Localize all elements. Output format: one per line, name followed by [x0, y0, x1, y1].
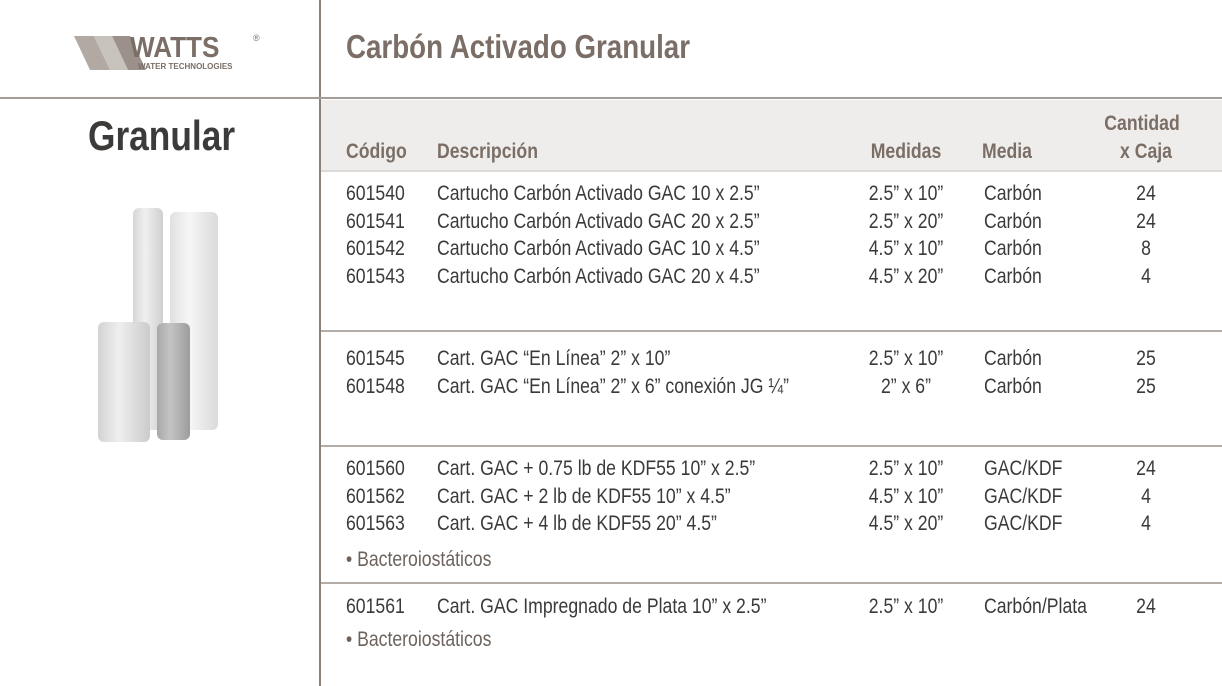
row-code: 601560: [346, 457, 405, 480]
row-media: Carbón: [984, 264, 1042, 288]
header-description: Descripción: [437, 140, 538, 163]
row-media: Carbón: [984, 237, 1042, 260]
row-media: GAC/KDF: [984, 484, 1063, 508]
product-image: [90, 200, 230, 450]
row-description: Cart. GAC Impregnado de Plata 10” x 2.5”: [437, 595, 767, 618]
row-qty: 24: [1136, 209, 1156, 233]
row-description: Cartucho Carbón Activado GAC 10 x 2.5”: [437, 182, 760, 205]
row-media: Carbón: [984, 347, 1042, 370]
table-header: [321, 100, 1222, 172]
row-code: 601562: [346, 484, 405, 508]
row-description: Cart. GAC “En Línea” 2” x 6” conexión JG…: [437, 374, 789, 398]
row-code: 601542: [346, 237, 405, 260]
horizontal-divider: [0, 97, 1222, 99]
row-size: 2” x 6”: [880, 374, 931, 398]
row-media: Carbón: [984, 374, 1042, 398]
row-size: 2.5” x 10”: [868, 182, 944, 205]
row-code: 601561: [346, 595, 405, 618]
header-qty-line2: x Caja: [1120, 140, 1172, 163]
row-code: 601545: [346, 347, 405, 370]
row-media: Carbón/Plata: [984, 595, 1087, 618]
row-description: Cartucho Carbón Activado GAC 20 x 2.5”: [437, 209, 760, 233]
row-qty: 25: [1136, 347, 1156, 370]
group-note: • Bacteroiostáticos: [346, 548, 492, 571]
row-size: 4.5” x 20”: [868, 264, 944, 288]
vertical-divider: [319, 0, 321, 686]
group-note: • Bacteroiostáticos: [346, 628, 492, 651]
row-description: Cart. GAC + 0.75 lb de KDF55 10” x 2.5”: [437, 457, 756, 480]
logo-tagline: WATER TECHNOLOGIES: [138, 62, 233, 71]
row-code: 601541: [346, 209, 405, 233]
logo-stripes-icon: [74, 36, 146, 70]
row-media: GAC/KDF: [984, 512, 1063, 535]
row-description: Cart. GAC “En Línea” 2” x 10”: [437, 347, 671, 370]
row-qty: 4: [1141, 484, 1151, 508]
row-qty: 24: [1136, 595, 1156, 618]
row-code: 601543: [346, 264, 405, 288]
row-code: 601548: [346, 374, 405, 398]
row-code: 601563: [346, 512, 405, 535]
group-separator: [321, 445, 1222, 447]
row-description: Cartucho Carbón Activado GAC 10 x 4.5”: [437, 237, 760, 260]
row-qty: 8: [1141, 237, 1151, 260]
header-qty-line1: Cantidad: [1104, 112, 1180, 135]
row-media: GAC/KDF: [984, 457, 1063, 480]
watts-logo: WATTS ® WATER TECHNOLOGIES: [72, 32, 262, 74]
row-qty: 24: [1136, 182, 1156, 205]
row-media: Carbón: [984, 209, 1042, 233]
row-media: Carbón: [984, 182, 1042, 205]
category-title: Granular: [88, 112, 236, 159]
row-size: 4.5” x 10”: [868, 484, 944, 508]
row-qty: 4: [1141, 512, 1151, 535]
header-size: Medidas: [870, 140, 942, 163]
header-media: Media: [982, 140, 1032, 163]
logo-brand: WATTS: [130, 32, 220, 64]
registered-mark: ®: [253, 33, 260, 43]
row-size: 2.5” x 10”: [868, 347, 944, 370]
row-qty: 4: [1141, 264, 1151, 288]
row-description: Cartucho Carbón Activado GAC 20 x 4.5”: [437, 264, 760, 288]
row-code: 601540: [346, 182, 405, 205]
row-size: 4.5” x 10”: [868, 237, 944, 260]
group-separator: [321, 582, 1222, 584]
row-description: Cart. GAC + 2 lb de KDF55 10” x 4.5”: [437, 484, 731, 508]
row-size: 2.5” x 10”: [868, 457, 944, 480]
group-separator: [321, 330, 1222, 332]
row-size: 2.5” x 10”: [868, 595, 944, 618]
row-size: 2.5” x 20”: [868, 209, 944, 233]
row-qty: 25: [1136, 374, 1156, 398]
row-qty: 24: [1136, 457, 1156, 480]
row-size: 4.5” x 20”: [868, 512, 944, 535]
page-title: Carbón Activado Granular: [346, 28, 691, 65]
header-code: Código: [346, 140, 407, 163]
row-description: Cart. GAC + 4 lb de KDF55 20” 4.5”: [437, 512, 717, 535]
